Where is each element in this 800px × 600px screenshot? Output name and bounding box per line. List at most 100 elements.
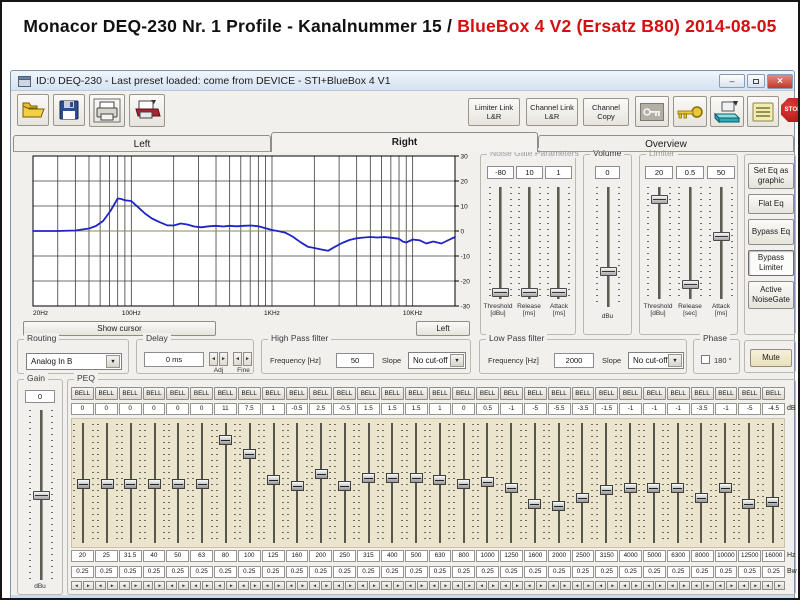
peq-gain-field[interactable]: 1.5 — [404, 403, 428, 415]
slider-handle[interactable] — [575, 493, 589, 503]
peq-spinner-up-button[interactable]: ► — [178, 581, 190, 590]
delay-adj-down-button[interactable]: ◄ — [209, 352, 218, 366]
limiter-attack-slider[interactable] — [707, 187, 735, 299]
peq-gain-slider[interactable] — [500, 419, 523, 547]
peq-gain-slider[interactable] — [428, 419, 451, 547]
peq-spinner-up-button[interactable]: ► — [511, 581, 523, 590]
peq-bandwidth-field[interactable]: 0.25 — [595, 566, 619, 578]
peq-bandwidth-field[interactable]: 0.25 — [71, 566, 94, 578]
peq-gain-slider[interactable] — [120, 419, 143, 547]
volume-slider[interactable] — [594, 187, 622, 307]
peq-bell-button[interactable]: BELL — [357, 387, 380, 400]
peq-bell-button[interactable]: BELL — [595, 387, 619, 400]
peq-frequency-field[interactable]: 20 — [71, 550, 94, 562]
limiter-threshold-slider[interactable] — [645, 187, 673, 299]
peq-gain-slider[interactable] — [191, 419, 214, 547]
peq-gain-field[interactable]: 0 — [452, 403, 476, 415]
volume-field[interactable]: 0 — [595, 166, 620, 179]
peq-frequency-field[interactable]: 50 — [166, 550, 190, 562]
gain-slider[interactable] — [27, 410, 55, 580]
peq-spinner-up-button[interactable]: ► — [106, 581, 118, 590]
slider-handle[interactable] — [647, 483, 661, 493]
peq-bell-button[interactable]: BELL — [643, 387, 666, 400]
peq-frequency-field[interactable]: 500 — [404, 550, 428, 562]
active-noisegate-button[interactable]: Active NoiseGate — [748, 281, 794, 309]
peq-gain-field[interactable]: -5.5 — [547, 403, 571, 415]
peq-spinner-up-button[interactable]: ► — [321, 581, 333, 590]
peq-spinner-down-button[interactable]: ◄ — [762, 581, 774, 590]
peq-gain-slider[interactable] — [167, 419, 190, 547]
peq-frequency-field[interactable]: 63 — [190, 550, 213, 562]
slider-handle[interactable] — [492, 288, 509, 297]
peq-gain-field[interactable]: 7.5 — [237, 403, 261, 415]
slider-handle[interactable] — [718, 483, 732, 493]
delay-field[interactable]: 0 ms — [144, 352, 204, 367]
peq-bandwidth-field[interactable]: 0.25 — [690, 566, 714, 578]
peq-gain-slider[interactable] — [405, 419, 428, 547]
peq-gain-slider[interactable] — [761, 419, 784, 547]
peq-bandwidth-field[interactable]: 0.25 — [714, 566, 738, 578]
peq-spinner-up-button[interactable]: ► — [702, 581, 714, 590]
slider-handle[interactable] — [148, 479, 162, 489]
slider-handle[interactable] — [409, 473, 423, 483]
peq-bell-button[interactable]: BELL — [94, 387, 118, 400]
peq-gain-field[interactable]: 1.5 — [380, 403, 404, 415]
print-button[interactable] — [89, 94, 125, 127]
peq-bandwidth-field[interactable]: 0.25 — [500, 566, 523, 578]
slider-handle[interactable] — [243, 449, 257, 459]
show-cursor-button[interactable]: Show cursor — [23, 321, 216, 336]
peq-gain-field[interactable]: 0 — [94, 403, 118, 415]
peq-bandwidth-field[interactable]: 0.25 — [523, 566, 547, 578]
limiter-threshold-field[interactable]: 20 — [645, 166, 673, 179]
peq-gain-slider[interactable] — [737, 419, 760, 547]
peq-spinner-down-button[interactable]: ◄ — [94, 581, 106, 590]
peq-gain-field[interactable]: 1 — [428, 403, 452, 415]
peq-frequency-field[interactable]: 25 — [94, 550, 118, 562]
peq-gain-slider[interactable] — [690, 419, 713, 547]
peq-bandwidth-field[interactable]: 0.25 — [142, 566, 166, 578]
peq-gain-slider[interactable] — [262, 419, 285, 547]
peq-gain-field[interactable]: -1 — [643, 403, 666, 415]
peq-bell-button[interactable]: BELL — [547, 387, 571, 400]
flat-eq-button[interactable]: Flat Eq — [748, 194, 794, 214]
peq-gain-slider[interactable] — [72, 419, 95, 547]
peq-bell-button[interactable]: BELL — [476, 387, 499, 400]
limiter-release-slider[interactable] — [676, 187, 704, 299]
notes-button[interactable] — [747, 96, 779, 127]
peq-bandwidth-field[interactable]: 0.25 — [357, 566, 380, 578]
peq-spinner-up-button[interactable]: ► — [559, 581, 571, 590]
peq-gain-slider[interactable] — [96, 419, 119, 547]
peq-gain-field[interactable]: -0.5 — [285, 403, 309, 415]
peq-frequency-field[interactable]: 250 — [333, 550, 356, 562]
tab-left[interactable]: Left — [13, 135, 271, 152]
peq-spinner-up-button[interactable]: ► — [130, 581, 142, 590]
peq-gain-field[interactable]: -4.5 — [762, 403, 785, 415]
peq-gain-field[interactable]: -1 — [500, 403, 523, 415]
slider-handle[interactable] — [504, 483, 518, 493]
peq-spinner-down-button[interactable]: ◄ — [261, 581, 273, 590]
peq-spinner-down-button[interactable]: ◄ — [547, 581, 559, 590]
peq-spinner-up-button[interactable]: ► — [726, 581, 738, 590]
peq-bandwidth-field[interactable]: 0.25 — [476, 566, 499, 578]
peq-spinner-down-button[interactable]: ◄ — [571, 581, 583, 590]
slider-handle[interactable] — [600, 267, 617, 276]
peq-spinner-down-button[interactable]: ◄ — [690, 581, 702, 590]
peq-gain-slider[interactable] — [143, 419, 166, 547]
slider-handle[interactable] — [124, 479, 138, 489]
peq-bandwidth-field[interactable]: 0.25 — [666, 566, 690, 578]
peq-bandwidth-field[interactable]: 0.25 — [404, 566, 428, 578]
slider-handle[interactable] — [713, 232, 730, 241]
peq-gain-field[interactable]: -3.5 — [690, 403, 714, 415]
peq-bell-button[interactable]: BELL — [714, 387, 738, 400]
delay-fine-up-button[interactable]: ► — [243, 352, 252, 366]
slider-handle[interactable] — [76, 479, 90, 489]
slider-handle[interactable] — [480, 477, 494, 487]
high-pass-frequency-field[interactable]: 50 — [336, 353, 374, 368]
peq-gain-field[interactable]: 0 — [190, 403, 213, 415]
peq-frequency-field[interactable]: 800 — [452, 550, 476, 562]
slider-handle[interactable] — [671, 483, 685, 493]
peq-gain-slider[interactable] — [215, 419, 238, 547]
peq-gain-field[interactable]: 1.5 — [357, 403, 380, 415]
peq-bell-button[interactable]: BELL — [571, 387, 595, 400]
open-file-button[interactable] — [17, 94, 49, 126]
